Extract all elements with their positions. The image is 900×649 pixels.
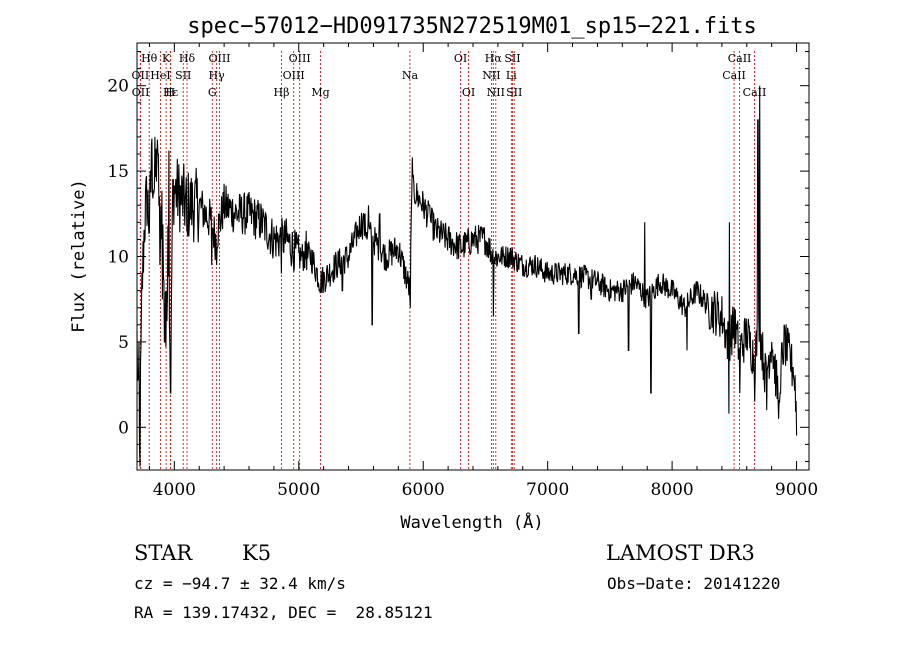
- line-label: OII: [132, 86, 150, 99]
- line-label: CaII: [728, 52, 752, 65]
- x-tick-labels: 4000 5000 6000 7000 8000 9000: [153, 480, 818, 500]
- line-label: K: [162, 52, 171, 65]
- survey-name: LAMOST DR3: [606, 541, 755, 565]
- line-label: Hγ: [209, 69, 226, 82]
- x-tick-label: 8000: [650, 480, 693, 500]
- line-label: Hβ: [274, 86, 290, 99]
- y-tick-labels: 0 5 10 15 20: [107, 77, 129, 439]
- y-tick-label: 10: [107, 248, 129, 268]
- x-tick-label: 6000: [402, 480, 445, 500]
- line-label: Hα: [485, 52, 503, 65]
- x-tick-label: 9000: [775, 480, 818, 500]
- line-label: Hδ: [179, 52, 196, 65]
- line-label: Na: [402, 69, 419, 82]
- line-label: SII: [175, 69, 191, 82]
- line-label: SII: [504, 52, 520, 65]
- y-axis-label: Flux (relative): [69, 179, 89, 333]
- x-tick-label: 4000: [153, 480, 196, 500]
- y-tick-label: 0: [118, 418, 129, 438]
- line-label: OIII: [283, 69, 305, 82]
- object-class: STAR: [134, 541, 193, 565]
- y-tick-label: 20: [107, 77, 129, 97]
- axis-ticks: [137, 43, 809, 470]
- line-label: OII: [132, 69, 150, 82]
- plot-title: spec−57012−HD091735N272519M01_sp15−221.f…: [187, 14, 757, 39]
- coordinates: RA = 139.17432, DEC = 28.85121: [134, 603, 433, 622]
- plot-frame: [136, 42, 810, 471]
- line-label: Hε: [163, 86, 179, 99]
- y-tick-label: 15: [107, 162, 129, 182]
- line-label: CaII: [722, 69, 746, 82]
- x-axis-label: Wavelength (Å): [400, 511, 543, 533]
- line-label: Mg: [311, 86, 329, 99]
- line-label: OI: [454, 52, 467, 65]
- line-label: NII: [482, 69, 500, 82]
- line-label: H: [166, 86, 176, 99]
- y-tick-label: 5: [118, 333, 129, 353]
- x-tick-label: 7000: [526, 480, 569, 500]
- x-tick-label: 5000: [277, 480, 320, 500]
- line-label: CaII: [743, 86, 767, 99]
- line-label: NII: [487, 86, 505, 99]
- line-label: SII: [506, 86, 522, 99]
- observation-date: Obs−Date: 20141220: [607, 574, 781, 593]
- line-label: OI: [462, 86, 475, 99]
- line-markers: [139, 51, 755, 470]
- line-label: Hθ: [141, 52, 158, 65]
- subclass: K5: [242, 541, 272, 565]
- redshift-cz: cz = −94.7 ± 32.4 km/s: [134, 574, 346, 593]
- line-label: OIII: [208, 52, 230, 65]
- spectrum-line: [136, 85, 798, 467]
- line-label: OIII: [289, 52, 311, 65]
- line-label: G: [208, 86, 217, 99]
- line-label: HeI: [150, 69, 170, 82]
- line-label: Li: [506, 69, 517, 82]
